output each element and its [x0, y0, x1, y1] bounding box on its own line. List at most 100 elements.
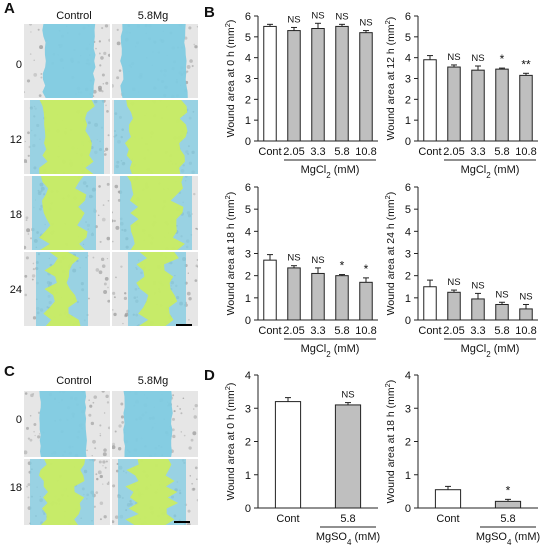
group-label: MgCl2 (mM) — [461, 343, 520, 359]
cell-speck — [101, 73, 105, 77]
micrograph-image — [24, 100, 110, 174]
cell-speck — [188, 296, 192, 301]
y-tick-label: 4 — [245, 370, 251, 382]
wound-area — [39, 176, 88, 250]
cell-speck — [196, 228, 198, 231]
category-label: Cont — [258, 325, 281, 337]
group-label-subscript: 4 — [347, 538, 352, 547]
cell-speck — [112, 291, 116, 295]
bar — [359, 32, 373, 142]
cell-speck — [102, 483, 104, 485]
bar — [423, 286, 437, 321]
bar — [263, 259, 277, 321]
y-axis-title-text: ) — [385, 380, 397, 384]
cell-speck — [26, 485, 29, 488]
micrograph-tile — [112, 459, 198, 525]
cell-speck — [103, 282, 107, 286]
cell-speck — [192, 431, 197, 436]
cell-speck — [196, 478, 198, 481]
wound-area — [39, 100, 95, 174]
group-label-text: (mM) — [351, 531, 380, 543]
bar — [495, 68, 509, 142]
cell-speck — [106, 482, 110, 486]
category-label: 3.3 — [470, 325, 485, 337]
cell-speck — [24, 274, 28, 278]
wound-area — [125, 459, 179, 525]
panel-a-column-treated: 5.8Mg — [137, 10, 169, 22]
micrograph-image — [24, 252, 110, 326]
category-label: Cont — [258, 146, 281, 158]
y-tick-label: 4 — [245, 226, 251, 238]
cell-speck — [102, 465, 104, 467]
cell-speck — [189, 59, 193, 63]
cell-speck — [114, 184, 119, 189]
group-label: MgSO4 (mM) — [476, 531, 540, 547]
cell-speck — [98, 270, 103, 275]
y-axis-title-text: Wound area at 12 h (mm — [385, 24, 397, 140]
bar — [311, 272, 325, 321]
cell-speck — [180, 412, 183, 415]
significance-label: NS — [519, 291, 532, 302]
y-tick-label: 0 — [405, 503, 411, 515]
cell-speck — [194, 466, 198, 470]
cell-speck — [101, 217, 106, 222]
cell-speck — [29, 415, 32, 417]
micrograph-tile — [24, 252, 110, 326]
panel-a-column-control: Control — [56, 10, 92, 22]
y-axis-title-superscript: 2 — [383, 195, 392, 199]
panel-letter-d: D — [204, 367, 215, 384]
cell-speck — [95, 268, 100, 272]
bar — [519, 74, 533, 142]
significance-label: NS — [447, 277, 460, 288]
cell-speck — [98, 40, 101, 43]
bar — [471, 298, 485, 321]
cell-speck — [113, 296, 116, 299]
cell-speck — [188, 26, 192, 30]
cell-speck — [24, 159, 28, 163]
cell-speck — [115, 225, 120, 230]
cell-speck — [192, 487, 196, 491]
cell-speck — [100, 257, 105, 262]
y-tick-label: 4 — [405, 53, 411, 65]
wound-area — [39, 391, 87, 457]
scale-bar — [176, 324, 192, 326]
category-label: Cont — [276, 513, 299, 525]
cell-speck — [116, 76, 120, 80]
group-label-text: MgCl — [461, 343, 487, 355]
y-tick-label: 0 — [245, 315, 251, 327]
cell-speck — [112, 219, 114, 223]
cell-speck — [91, 454, 93, 457]
cell-speck — [100, 56, 104, 60]
group-label-text: (mM) — [331, 164, 360, 176]
cell-speck — [33, 59, 35, 61]
cell-speck — [97, 85, 102, 90]
cell-speck — [99, 240, 102, 243]
y-tick-label: 1 — [245, 115, 251, 127]
group-label-text: MgCl — [461, 164, 487, 176]
cell-speck — [117, 447, 122, 451]
y-axis-title: Wound area at 24 h (mm2) — [383, 192, 398, 316]
cell-speck — [99, 518, 102, 521]
significance-label: * — [506, 483, 511, 497]
cell-speck — [25, 216, 29, 220]
bar — [311, 28, 325, 142]
y-tick-label: 2 — [405, 437, 411, 449]
cell-speck — [101, 90, 104, 93]
cell-speck — [186, 70, 189, 73]
cell-speck — [99, 64, 102, 67]
panel-a-row-label: 24 — [9, 284, 22, 296]
category-label: 3.3 — [470, 146, 485, 158]
category-label: 2.05 — [443, 325, 464, 337]
cell-speck — [32, 267, 35, 271]
group-label-text: MgSO — [316, 531, 348, 543]
cell-speck — [31, 278, 34, 281]
cell-speck — [118, 424, 122, 428]
cell-speck — [95, 473, 98, 476]
wound-area — [120, 24, 188, 98]
cell-speck — [116, 28, 119, 31]
cell-speck — [101, 391, 105, 393]
category-label: 10.8 — [515, 325, 536, 337]
cell-speck — [29, 438, 33, 442]
cell-speck — [108, 481, 110, 483]
